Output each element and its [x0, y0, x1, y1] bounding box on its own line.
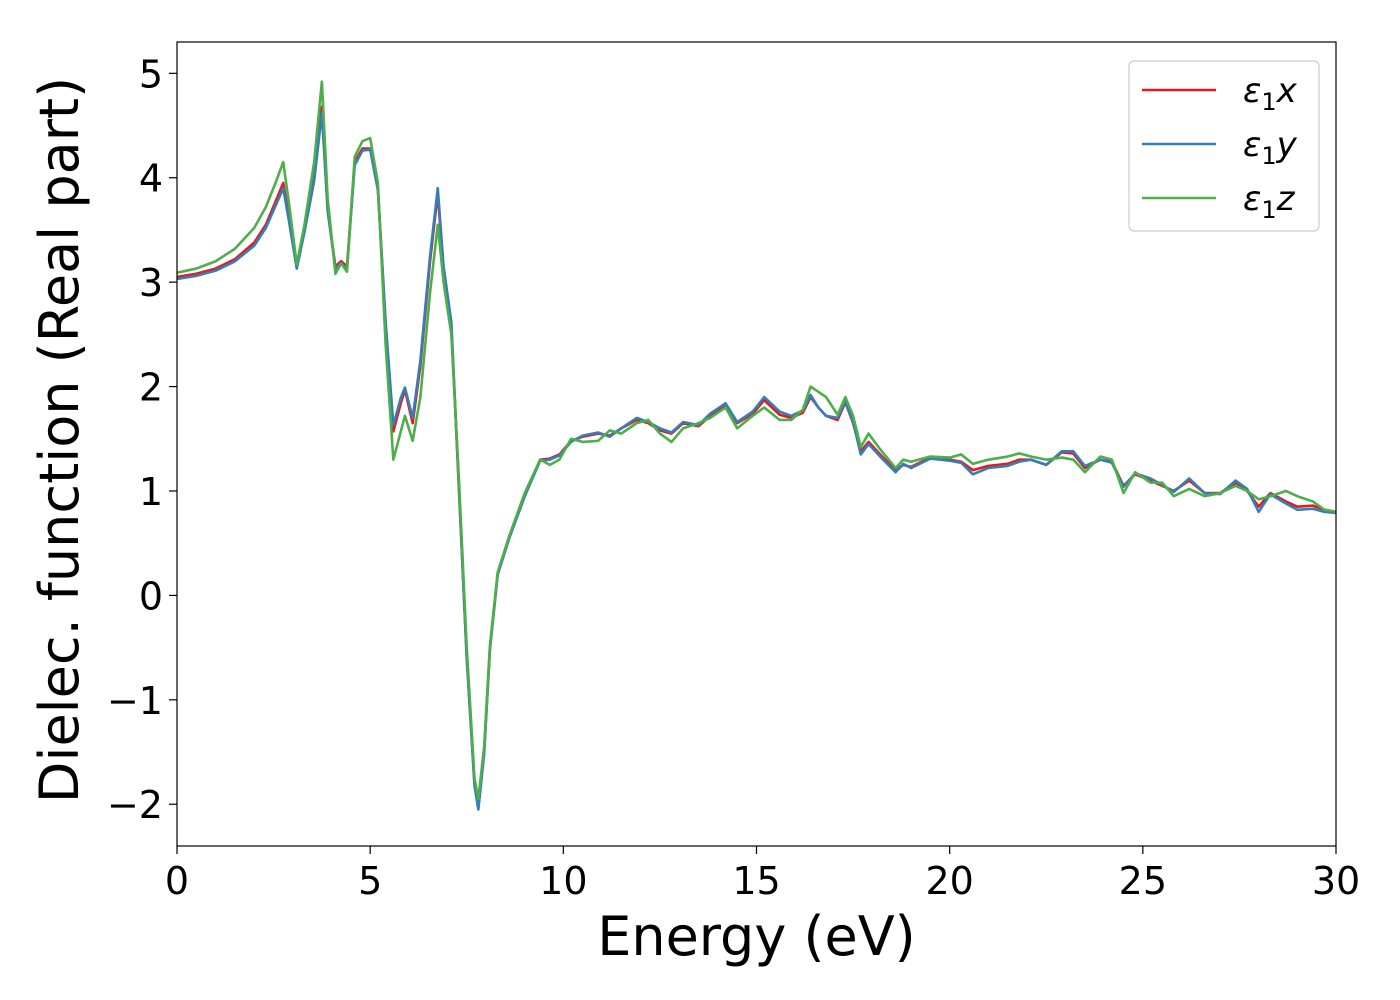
- legend: ε1x ε1y ε1z: [1128, 60, 1320, 232]
- legend-label-x: ε1x: [1243, 71, 1298, 116]
- x-tick-label: 30: [1312, 859, 1360, 903]
- series-layer: [177, 80, 1336, 811]
- x-tick-label: 10: [539, 859, 587, 903]
- legend-label-z: ε1z: [1243, 179, 1296, 224]
- y-tick-label: 1: [139, 470, 163, 514]
- y-tick-label: 0: [139, 574, 163, 618]
- series-line-z: [177, 80, 1336, 801]
- y-ticks: −2 −1 0 1 2 3 4 5: [107, 52, 177, 827]
- y-tick-label: 4: [139, 157, 163, 201]
- x-tick-label: 0: [165, 859, 189, 903]
- x-tick-label: 20: [925, 859, 973, 903]
- y-tick-label: −2: [107, 783, 163, 827]
- legend-label-y: ε1y: [1243, 125, 1298, 170]
- x-tick-label: 5: [358, 859, 382, 903]
- x-ticks: 0 5 10 15 20 25 30: [165, 846, 1360, 903]
- series-line-y: [177, 111, 1336, 811]
- legend-box: [1128, 60, 1320, 232]
- y-tick-label: −1: [107, 679, 163, 723]
- y-tick-label: 2: [139, 366, 163, 410]
- y-axis-label: Dielec. function (Real part): [28, 77, 91, 803]
- y-tick-label: 3: [139, 261, 163, 305]
- x-axis-label: Energy (eV): [597, 905, 916, 968]
- x-tick-label: 15: [732, 859, 780, 903]
- x-tick-label: 25: [1119, 859, 1167, 903]
- y-tick-label: 5: [139, 52, 163, 96]
